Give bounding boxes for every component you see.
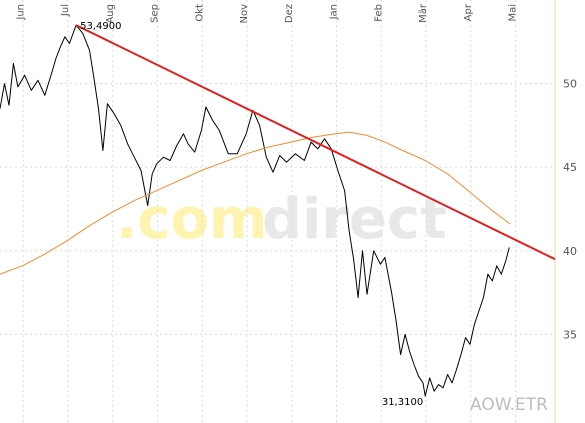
x-tick-label: Aug — [105, 4, 116, 24]
x-axis-ticks: Jun Jul Aug Sep Okt Nov Dez Jan Feb Mär Apr Mai — [15, 3, 518, 23]
y-tick-label: 40 — [563, 245, 577, 258]
y-tick-label: 35 — [563, 328, 577, 341]
x-tick-label: Jul — [60, 4, 71, 17]
x-tick-label: Dez — [284, 4, 295, 23]
trend-line-line — [75, 24, 556, 261]
watermark: .com direct — [116, 187, 447, 252]
x-tick-label: Nov — [239, 4, 250, 24]
x-tick-label: Feb — [373, 4, 384, 22]
x-tick-label: Jun — [15, 4, 26, 21]
moving-average-line — [0, 131, 511, 275]
series-group — [0, 24, 556, 397]
x-tick-label: Okt — [194, 4, 205, 22]
x-tick-label: Mai — [508, 4, 519, 22]
y-axis-ticks: 35 40 45 50 — [563, 78, 577, 342]
x-tick-label: Jan — [329, 4, 340, 20]
price-line — [0, 24, 510, 397]
x-tick-label: Sep — [150, 4, 161, 23]
min-value-label: 31,3100 — [382, 397, 423, 408]
y-tick-label: 45 — [563, 161, 577, 174]
y-tick-label: 50 — [563, 78, 577, 91]
max-value-label: 53,4900 — [80, 21, 121, 32]
x-tick-label: Apr — [463, 3, 474, 21]
watermark-part1: .com — [116, 187, 267, 252]
annotations: 53,4900 31,3100 — [80, 21, 423, 408]
grid — [0, 0, 555, 423]
symbol-label: AOW.ETR — [470, 395, 548, 415]
x-tick-label: Mär — [418, 3, 429, 23]
watermark-part2: direct — [262, 187, 447, 252]
